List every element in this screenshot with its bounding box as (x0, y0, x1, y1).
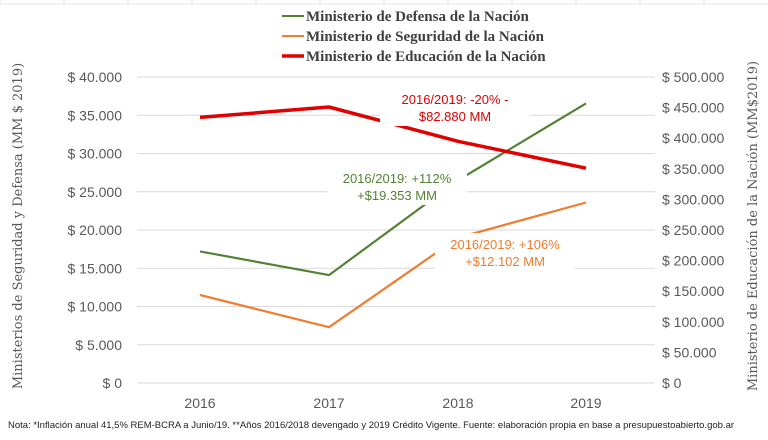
left-tick-label: $ 35.000 (68, 107, 123, 123)
right-tick-label: $ 0 (662, 375, 682, 391)
right-tick-label: $ 100.000 (662, 314, 724, 330)
left-tick-label: $ 5.000 (75, 337, 122, 353)
annotation-text: +$12.102 MM (465, 254, 545, 269)
series-lines (199, 102, 587, 329)
right-tick-label: $ 400.000 (662, 130, 724, 146)
left-tick-label: $ 30.000 (68, 146, 123, 162)
annotations: 2016/2019: -20% - $82.880 MM 2016/2019: +1… (327, 88, 575, 271)
left-tick-label: $ 25.000 (68, 184, 123, 200)
right-axis-ticks: $ 0 $ 50.000 $ 100.000 $ 150.000 $ 200.000 $ … (662, 69, 724, 391)
left-axis-title: Ministerios de Seguridad y Defensa (MM $… (11, 63, 26, 389)
x-tick-label: 2018 (442, 395, 473, 411)
left-tick-label: $ 40.000 (68, 69, 123, 85)
left-tick-label: $ 0 (103, 375, 123, 391)
series-line-0 (199, 102, 587, 277)
legend-label: Ministerio de Seguridad de la Nación (306, 29, 545, 45)
annotation-text: $82.880 MM (419, 109, 491, 124)
legend: Ministerio de Defensa de la Nación Minist… (282, 9, 546, 65)
annotation-text: 2016/2019: +106% (450, 237, 560, 252)
x-axis-ticks: 2016 2017 2018 2019 (184, 395, 601, 411)
right-tick-label: $ 300.000 (662, 191, 724, 207)
right-tick-label: $ 350.000 (662, 161, 724, 177)
footnote: Nota: *Inflación anual 41,5% REM-BCRA a … (8, 420, 734, 431)
left-axis-ticks: $ 0 $ 5.000 $ 10.000 $ 15.000 $ 20.000 $ 25.0… (68, 69, 123, 391)
series-line-1 (199, 201, 587, 329)
annotation-text: 2016/2019: +112% (343, 171, 452, 186)
annotation-text: 2016/2019: -20% - (402, 92, 509, 107)
right-tick-label: $ 250.000 (662, 222, 724, 238)
annotation-text: +$19.353 MM (357, 188, 437, 203)
left-tick-label: $ 15.000 (68, 260, 123, 276)
right-tick-label: $ 50.000 (662, 344, 717, 360)
right-axis-title: Ministerio de Educación de la Nación (MM… (746, 61, 761, 391)
right-tick-label: $ 450.000 (662, 100, 724, 116)
spreadsheet-grid (0, 0, 768, 5)
right-tick-label: $ 150.000 (662, 283, 724, 299)
legend-label: Ministerio de Defensa de la Nación (306, 9, 530, 25)
right-tick-label: $ 500.000 (662, 69, 724, 85)
legend-label: Ministerio de Educación de la Nación (306, 49, 546, 65)
x-tick-label: 2019 (570, 395, 601, 411)
x-tick-label: 2017 (313, 395, 344, 411)
annotation-box (435, 233, 575, 271)
left-tick-label: $ 20.000 (68, 222, 123, 238)
left-tick-label: $ 10.000 (68, 299, 123, 315)
annotation-box (380, 88, 530, 126)
right-tick-label: $ 200.000 (662, 253, 724, 269)
x-tick-label: 2016 (184, 395, 215, 411)
annotation-box (327, 167, 467, 205)
